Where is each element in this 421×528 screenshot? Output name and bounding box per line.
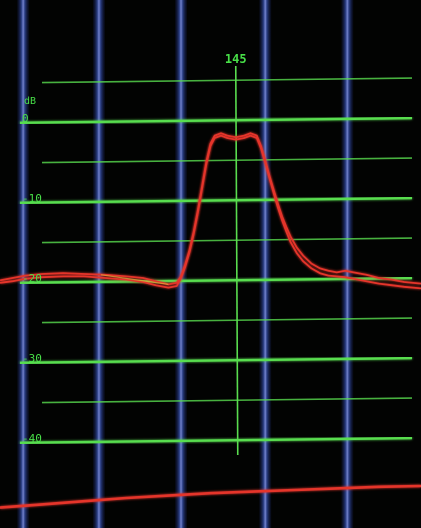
grid-line-minor (41, 397, 413, 404)
center-marker: 145 (225, 52, 247, 456)
vertical-bars (17, 0, 354, 528)
y-tick-label: -30 (22, 352, 42, 365)
grid-line-major (19, 116, 413, 125)
trace-line-2 (0, 134, 421, 290)
axis-labels: dB 0 -10 -20 -30 -40 (22, 96, 42, 445)
vertical-bar-4 (259, 0, 272, 528)
y-axis-unit: dB (24, 96, 36, 107)
vertical-bar-3 (175, 0, 188, 528)
trace-highlight (100, 274, 169, 285)
grid-line-major (19, 356, 413, 365)
y-tick-label: -10 (22, 192, 42, 205)
trace-line-1 (0, 132, 421, 286)
grid-lines (19, 77, 413, 445)
grid-line-major (19, 436, 413, 445)
grid-line-minor (41, 77, 413, 84)
y-tick-label: -40 (22, 432, 42, 445)
traces (0, 132, 421, 509)
grid-line-major (19, 276, 413, 285)
vertical-bar-2 (92, 0, 105, 528)
grid-line-major (19, 196, 413, 205)
grid-line-minor (41, 317, 413, 324)
center-marker-label: 145 (225, 52, 247, 66)
y-tick-label: -20 (22, 272, 42, 285)
grid-line-minor (41, 237, 413, 244)
vertical-bar-1 (17, 0, 30, 528)
center-marker-line (234, 65, 239, 456)
grid-line-minor (41, 157, 413, 164)
trace-line-3 (0, 484, 421, 509)
vertical-bar-5 (341, 0, 354, 528)
y-tick-label: 0 (22, 112, 29, 125)
